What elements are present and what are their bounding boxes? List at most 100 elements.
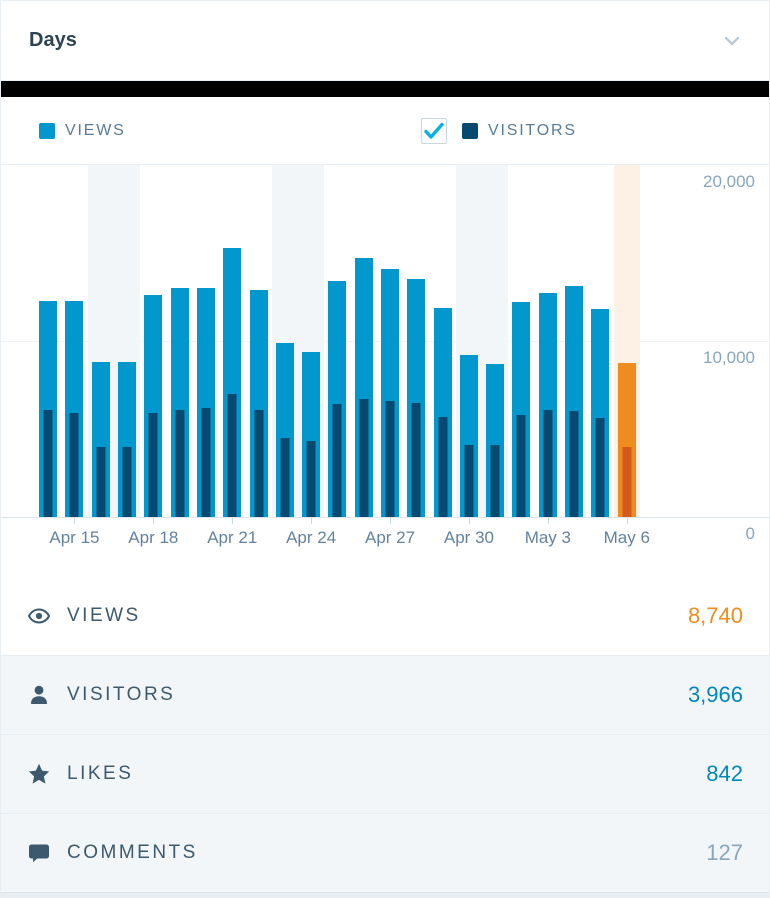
summary-tabs: VIEWS 8,740 VISITORS 3,966 LIKES 842 COM… — [1, 576, 769, 892]
visitors-checkbox[interactable] — [421, 117, 447, 144]
chart-day-apr-19[interactable] — [166, 165, 192, 517]
chart-day-apr-30[interactable] — [455, 165, 483, 517]
tab-visitors-label: VISITORS — [67, 684, 176, 705]
chart-day-apr-18[interactable] — [140, 165, 166, 517]
x-axis-label: Apr 15 — [49, 528, 100, 547]
visitors-bar — [148, 413, 158, 517]
views-swatch — [39, 122, 55, 139]
visitors-bar — [438, 416, 448, 517]
tab-likes[interactable]: LIKES 842 — [1, 734, 769, 813]
chart-legend: VIEWS VISITORS — [1, 97, 769, 164]
visitors-bar — [569, 411, 579, 517]
chart-day-apr-22[interactable] — [245, 165, 271, 517]
visitors-bar — [69, 413, 79, 517]
chart-day-apr-27[interactable] — [377, 165, 403, 517]
chart-day-apr-24[interactable] — [297, 165, 325, 517]
x-axis-tick — [468, 518, 470, 524]
comment-icon — [27, 841, 51, 865]
visitors-bar — [254, 409, 264, 517]
x-axis-tick — [153, 518, 155, 524]
chart-day-apr-15[interactable] — [61, 165, 87, 517]
visitors-bar — [595, 418, 605, 517]
chart-day-apr-20[interactable] — [193, 165, 219, 517]
visitors-bar — [622, 447, 632, 517]
visitors-bar — [43, 409, 53, 517]
bar-chart: 20,000 10,000 — [1, 164, 769, 518]
chart-day-apr-28[interactable] — [403, 165, 429, 517]
visitors-bar — [411, 402, 421, 517]
legend-item-views: VIEWS — [39, 122, 126, 140]
visitors-bar — [96, 446, 106, 517]
visitors-bar — [516, 414, 526, 517]
period-title: Days — [29, 29, 77, 51]
x-axis-label: Apr 24 — [286, 528, 337, 547]
views-legend-label: VIEWS — [65, 121, 126, 139]
visitors-legend-label: VISITORS — [488, 121, 577, 139]
summary-value-views: 8,740 — [687, 602, 743, 628]
eye-icon — [27, 604, 51, 628]
visitors-swatch — [462, 122, 478, 139]
chart-day-may-1[interactable] — [482, 165, 509, 517]
visitors-bar — [201, 407, 211, 517]
chart-day-may-5[interactable] — [587, 165, 613, 517]
x-axis-label: Apr 30 — [443, 528, 494, 547]
summary-value-visitors: 3,966 — [687, 682, 743, 707]
user-icon — [27, 683, 51, 707]
x-axis-tick — [390, 518, 392, 524]
visitors-bar — [227, 393, 237, 517]
y-axis-label-0: 0 — [745, 524, 755, 543]
x-axis-label: Apr 18 — [128, 528, 179, 547]
star-icon — [27, 762, 51, 786]
visitors-bar — [122, 446, 132, 517]
x-axis: 0 Apr 15 Apr 18 Apr 21 Apr 24 Apr 27 Apr 30 Ma… — [1, 518, 769, 558]
tab-comments[interactable]: COMMENTS 127 — [1, 813, 769, 892]
visitors-bar — [280, 437, 290, 517]
tab-visitors[interactable]: VISITORS 3,966 — [1, 655, 769, 734]
visitors-bar — [385, 400, 395, 517]
x-axis-label: Apr 21 — [207, 528, 258, 547]
visitors-bar — [464, 444, 474, 517]
x-axis-label: May 3 — [524, 528, 571, 547]
chart-day-may-2[interactable] — [508, 165, 534, 517]
bottom-strip — [1, 892, 769, 898]
x-axis-tick — [74, 518, 76, 524]
chart-day-apr-17[interactable] — [113, 165, 141, 517]
chart-day-apr-21[interactable] — [219, 165, 245, 517]
chart-day-may-4[interactable] — [561, 165, 587, 517]
tab-views[interactable]: VIEWS 8,740 — [1, 576, 769, 655]
y-axis-label-10000: 10,000 — [703, 348, 755, 367]
chart-day-apr-25[interactable] — [324, 165, 350, 517]
visitors-bar — [543, 409, 553, 517]
x-axis-tick — [232, 518, 234, 524]
x-axis-label: Apr 27 — [365, 528, 416, 547]
visitors-bar — [332, 404, 342, 517]
black-separator-bar — [1, 81, 769, 97]
tab-likes-label: LIKES — [67, 763, 134, 784]
summary-value-likes: 842 — [706, 761, 743, 786]
chart-day-apr-14[interactable] — [35, 165, 61, 517]
chart-bottom-gap — [1, 558, 769, 576]
visitors-bar — [490, 444, 500, 517]
legend-item-visitors: VISITORS — [421, 97, 577, 164]
chart-day-apr-29[interactable] — [429, 165, 455, 517]
chart-day-apr-16[interactable] — [87, 165, 114, 517]
visitors-bar — [306, 441, 316, 517]
chevron-down-icon[interactable] — [719, 28, 745, 54]
tab-views-label: VIEWS — [67, 604, 141, 626]
chart-day-apr-23[interactable] — [271, 165, 298, 517]
visitors-bar — [359, 399, 369, 517]
x-axis-label: May 6 — [603, 528, 650, 547]
chart-day-may-6[interactable] — [613, 165, 640, 517]
period-header[interactable]: Days — [1, 0, 769, 81]
chart-day-may-3[interactable] — [535, 165, 561, 517]
chart-plot-slots — [35, 165, 640, 517]
visitors-bar — [175, 409, 185, 517]
x-axis-tick — [626, 518, 628, 524]
chart-day-apr-26[interactable] — [351, 165, 377, 517]
y-axis-label-20000: 20,000 — [703, 172, 755, 191]
checkmark-icon — [424, 122, 444, 139]
tab-comments-label: COMMENTS — [67, 842, 198, 863]
x-axis-tick — [547, 518, 549, 524]
summary-value-comments: 127 — [706, 840, 743, 865]
x-axis-tick — [311, 518, 313, 524]
